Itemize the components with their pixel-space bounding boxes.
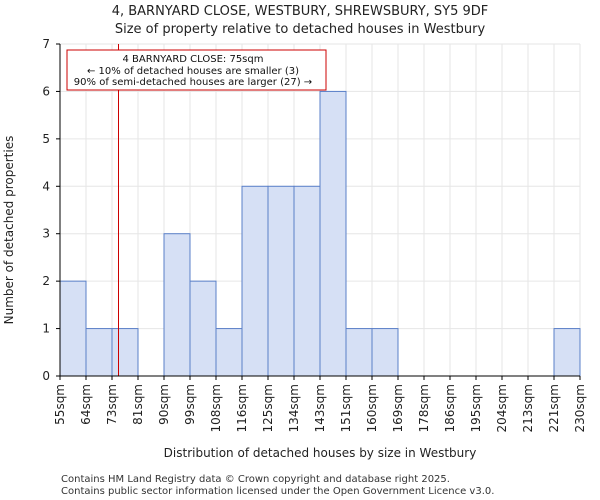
annotation-box: 4 BARNYARD CLOSE: 75sqm ← 10% of detache… bbox=[66, 49, 327, 91]
bar-0 bbox=[59, 280, 87, 377]
x-tick-label-10: 143sqm bbox=[313, 384, 327, 432]
bar-19 bbox=[553, 328, 581, 377]
y-tick-label-0: 0 bbox=[42, 369, 50, 383]
x-tick-label-14: 178sqm bbox=[417, 384, 431, 432]
bar-6 bbox=[215, 328, 243, 377]
y-tick-label-7: 7 bbox=[42, 37, 50, 51]
y-tick-label-3: 3 bbox=[42, 227, 50, 241]
x-axis-label: Distribution of detached houses by size … bbox=[164, 446, 477, 460]
annotation-line-2: ← 10% of detached houses are smaller (3) bbox=[87, 66, 299, 77]
y-axis-label: Number of detached properties bbox=[2, 136, 16, 325]
footer-line-2: Contains public sector information licen… bbox=[61, 486, 494, 497]
y-tick-label-1: 1 bbox=[42, 322, 50, 336]
bar-10 bbox=[319, 90, 347, 377]
annotation-line-1: 4 BARNYARD CLOSE: 75sqm bbox=[123, 54, 264, 65]
bars bbox=[59, 90, 581, 377]
bar-12 bbox=[371, 328, 399, 377]
y-tick-label-5: 5 bbox=[42, 132, 50, 146]
bar-11 bbox=[345, 328, 373, 377]
bar-9 bbox=[293, 185, 321, 377]
x-tick-label-20: 230sqm bbox=[573, 384, 587, 432]
x-tick-label-15: 186sqm bbox=[443, 384, 457, 432]
bar-2 bbox=[111, 328, 139, 377]
x-tick-label-13: 169sqm bbox=[391, 384, 405, 432]
x-tick-labels: 55sqm 64sqm 73sqm 81sqm 90sqm 99sqm 108sqm 116s… bbox=[53, 384, 587, 432]
x-tick-label-9: 134sqm bbox=[287, 384, 301, 432]
x-tick-label-7: 116sqm bbox=[235, 384, 249, 432]
bar-8 bbox=[267, 185, 295, 377]
y-tick-labels: 0 1 2 3 4 5 6 7 bbox=[42, 37, 50, 383]
x-tick-label-8: 125sqm bbox=[261, 384, 275, 432]
y-tick-label-6: 6 bbox=[42, 84, 50, 98]
x-tick-label-17: 204sqm bbox=[495, 384, 509, 432]
chart-title: 4, BARNYARD CLOSE, WESTBURY, SHREWSBURY,… bbox=[112, 4, 489, 19]
footer-line-1: Contains HM Land Registry data © Crown c… bbox=[61, 474, 450, 485]
x-tick-label-0: 55sqm bbox=[53, 384, 67, 425]
annotation-border bbox=[66, 49, 327, 91]
x-tick-label-5: 99sqm bbox=[183, 384, 197, 425]
x-tick-label-11: 151sqm bbox=[339, 384, 353, 432]
bar-1 bbox=[85, 328, 113, 377]
y-tick-label-4: 4 bbox=[42, 179, 50, 193]
x-tick-label-3: 81sqm bbox=[131, 384, 145, 425]
x-tick-label-19: 221sqm bbox=[547, 384, 561, 432]
chart-subtitle: Size of property relative to detached ho… bbox=[115, 22, 486, 37]
y-tick-label-2: 2 bbox=[42, 274, 50, 288]
annotation-line-3: 90% of semi-detached houses are larger (… bbox=[74, 77, 312, 88]
x-tick-label-12: 160sqm bbox=[365, 384, 379, 432]
bar-7 bbox=[241, 185, 269, 377]
x-tick-label-6: 108sqm bbox=[209, 384, 223, 432]
axes bbox=[56, 43, 581, 380]
x-tick-label-16: 195sqm bbox=[469, 384, 483, 432]
bar-4 bbox=[163, 233, 191, 377]
x-tick-label-18: 213sqm bbox=[521, 384, 535, 432]
x-tick-label-1: 64sqm bbox=[79, 384, 93, 425]
bar-5 bbox=[189, 280, 217, 377]
x-tick-label-2: 73sqm bbox=[105, 384, 119, 425]
x-tick-label-4: 90sqm bbox=[157, 384, 171, 425]
